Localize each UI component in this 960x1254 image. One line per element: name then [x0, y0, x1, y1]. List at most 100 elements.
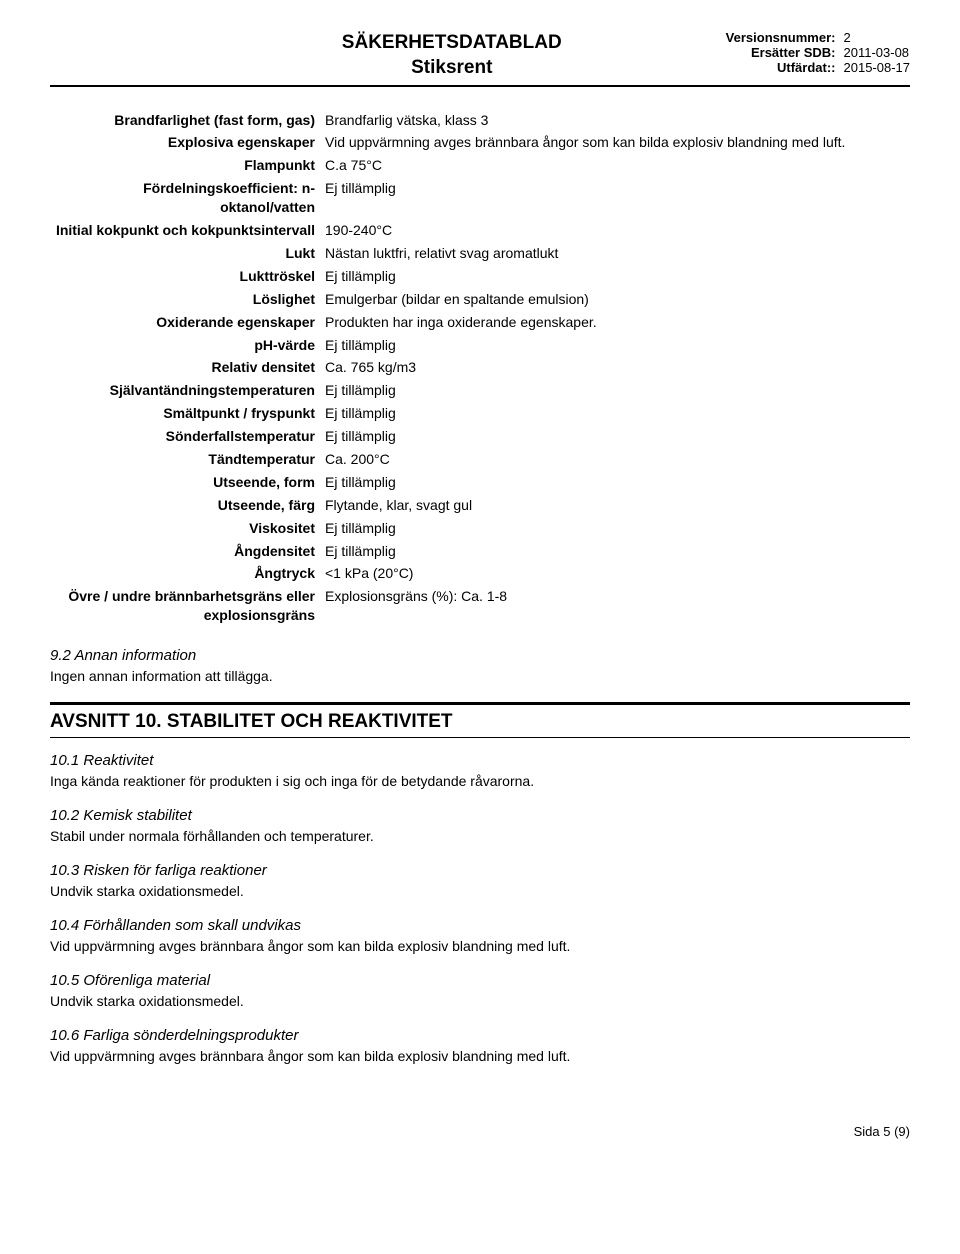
property-row: LuktNästan luktfri, relativt svag aromat… [50, 244, 910, 263]
property-label: Lukt [50, 244, 325, 263]
property-value: Nästan luktfri, relativt svag aromatlukt [325, 244, 910, 263]
property-row: pH-värdeEj tillämplig [50, 336, 910, 355]
property-label: Flampunkt [50, 156, 325, 175]
property-label: Övre / undre brännbarhetsgräns eller exp… [50, 587, 325, 625]
doc-subtitle: Stiksrent [190, 57, 714, 79]
meta-replaces-label: Ersätter SDB: [714, 45, 844, 60]
property-row: FlampunktC.a 75°C [50, 156, 910, 175]
sub-heading-9-2: 9.2 Annan information [50, 647, 910, 664]
subsection: 10.3 Risken för farliga reaktioner Undvik… [50, 862, 910, 899]
subsection: 10.6 Farliga sönderdelningsprodukter Vid … [50, 1027, 910, 1064]
meta-version: Versionsnummer: 2 [714, 30, 911, 45]
properties-table: Brandfarlighet (fast form, gas)Brandfarl… [50, 111, 910, 625]
property-row: Smältpunkt / fryspunktEj tillämplig [50, 404, 910, 423]
subsection-text: Inga kända reaktioner för produkten i si… [50, 773, 910, 789]
property-row: ÅngdensitetEj tillämplig [50, 542, 910, 561]
property-label: Lukttröskel [50, 267, 325, 286]
subsection-heading: 10.4 Förhållanden som skall undvikas [50, 917, 910, 934]
meta-replaces-value: 2011-03-08 [844, 45, 910, 60]
meta-issued-label: Utfärdat:: [714, 60, 844, 75]
property-value: Brandfarlig vätska, klass 3 [325, 111, 910, 130]
page-footer: Sida 5 (9) [50, 1124, 910, 1139]
property-value: C.a 75°C [325, 156, 910, 175]
property-label: Relativ densitet [50, 358, 325, 377]
property-label: Smältpunkt / fryspunkt [50, 404, 325, 423]
property-row: LukttröskelEj tillämplig [50, 267, 910, 286]
property-value: Ca. 765 kg/m3 [325, 358, 910, 377]
property-row: Utseende, färgFlytande, klar, svagt gul [50, 496, 910, 515]
property-value: Ej tillämplig [325, 427, 910, 446]
property-label: Explosiva egenskaper [50, 133, 325, 152]
property-label: Utseende, färg [50, 496, 325, 515]
property-label: Viskositet [50, 519, 325, 538]
property-value: Ej tillämplig [325, 179, 910, 217]
property-row: Ångtryck<1 kPa (20°C) [50, 564, 910, 583]
property-label: Oxiderande egenskaper [50, 313, 325, 332]
section-10-title: AVSNITT 10. STABILITET OCH REAKTIVITET [50, 702, 910, 738]
property-row: SjälvantändningstemperaturenEj tillämpli… [50, 381, 910, 400]
property-label: Initial kokpunkt och kokpunktsintervall [50, 221, 325, 240]
property-value: Vid uppvärmning avges brännbara ångor so… [325, 133, 910, 152]
subsection-heading: 10.6 Farliga sönderdelningsprodukter [50, 1027, 910, 1044]
subsection-text: Vid uppvärmning avges brännbara ångor so… [50, 938, 910, 954]
meta-issued-value: 2015-08-17 [844, 60, 911, 75]
property-value: Ca. 200°C [325, 450, 910, 469]
property-label: Löslighet [50, 290, 325, 309]
subsection: 10.5 Oförenliga material Undvik starka ox… [50, 972, 910, 1009]
subsection-text: Vid uppvärmning avges brännbara ångor so… [50, 1048, 910, 1064]
property-label: Sönderfallstemperatur [50, 427, 325, 446]
property-row: LöslighetEmulgerbar (bildar en spaltande… [50, 290, 910, 309]
property-value: Ej tillämplig [325, 519, 910, 538]
property-row: Relativ densitetCa. 765 kg/m3 [50, 358, 910, 377]
property-value: Explosionsgräns (%): Ca. 1-8 [325, 587, 910, 625]
property-row: SönderfallstemperaturEj tillämplig [50, 427, 910, 446]
meta-version-label: Versionsnummer: [714, 30, 844, 45]
property-label: Ångdensitet [50, 542, 325, 561]
doc-title: SÄKERHETSDATABLAD [190, 30, 714, 57]
subsection-text: Stabil under normala förhållanden och te… [50, 828, 910, 844]
property-label: Ångtryck [50, 564, 325, 583]
subsection: 10.4 Förhållanden som skall undvikas Vid … [50, 917, 910, 954]
property-row: Oxiderande egenskaperProdukten har inga … [50, 313, 910, 332]
property-row: TändtemperaturCa. 200°C [50, 450, 910, 469]
property-row: Övre / undre brännbarhetsgräns eller exp… [50, 587, 910, 625]
subsection: 10.1 Reaktivitet Inga kända reaktioner fö… [50, 752, 910, 789]
property-value: Ej tillämplig [325, 267, 910, 286]
header-meta: Versionsnummer: 2 Ersätter SDB: 2011-03-… [714, 30, 911, 75]
property-value: Emulgerbar (bildar en spaltande emulsion… [325, 290, 910, 309]
section-10-body: 10.1 Reaktivitet Inga kända reaktioner fö… [50, 752, 910, 1064]
property-label: Brandfarlighet (fast form, gas) [50, 111, 325, 130]
property-row: Fördelningskoefficient: n-oktanol/vatten… [50, 179, 910, 217]
subsection-heading: 10.2 Kemisk stabilitet [50, 807, 910, 824]
property-value: Flytande, klar, svagt gul [325, 496, 910, 515]
property-value: Ej tillämplig [325, 336, 910, 355]
property-label: Fördelningskoefficient: n-oktanol/vatten [50, 179, 325, 217]
header-title-block: SÄKERHETSDATABLAD Stiksrent [50, 30, 714, 79]
meta-replaces: Ersätter SDB: 2011-03-08 [714, 45, 911, 60]
property-label: Utseende, form [50, 473, 325, 492]
subsection-text: Undvik starka oxidationsmedel. [50, 993, 910, 1009]
property-value: Produkten har inga oxiderande egenskaper… [325, 313, 910, 332]
subsection-heading: 10.1 Reaktivitet [50, 752, 910, 769]
text-9-2: Ingen annan information att tillägga. [50, 668, 910, 684]
property-row: Explosiva egenskaperVid uppvärmning avge… [50, 133, 910, 152]
property-row: ViskositetEj tillämplig [50, 519, 910, 538]
property-value: 190-240°C [325, 221, 910, 240]
property-row: Utseende, formEj tillämplig [50, 473, 910, 492]
property-value: Ej tillämplig [325, 542, 910, 561]
section-9-2: 9.2 Annan information Ingen annan inform… [50, 647, 910, 684]
subsection-text: Undvik starka oxidationsmedel. [50, 883, 910, 899]
property-row: Initial kokpunkt och kokpunktsintervall1… [50, 221, 910, 240]
meta-version-value: 2 [844, 30, 851, 45]
property-label: Tändtemperatur [50, 450, 325, 469]
subsection: 10.2 Kemisk stabilitet Stabil under norma… [50, 807, 910, 844]
property-row: Brandfarlighet (fast form, gas)Brandfarl… [50, 111, 910, 130]
property-label: pH-värde [50, 336, 325, 355]
subsection-heading: 10.5 Oförenliga material [50, 972, 910, 989]
property-value: Ej tillämplig [325, 404, 910, 423]
subsection-heading: 10.3 Risken för farliga reaktioner [50, 862, 910, 879]
property-label: Självantändningstemperaturen [50, 381, 325, 400]
meta-issued: Utfärdat:: 2015-08-17 [714, 60, 911, 75]
property-value: Ej tillämplig [325, 473, 910, 492]
property-value: Ej tillämplig [325, 381, 910, 400]
